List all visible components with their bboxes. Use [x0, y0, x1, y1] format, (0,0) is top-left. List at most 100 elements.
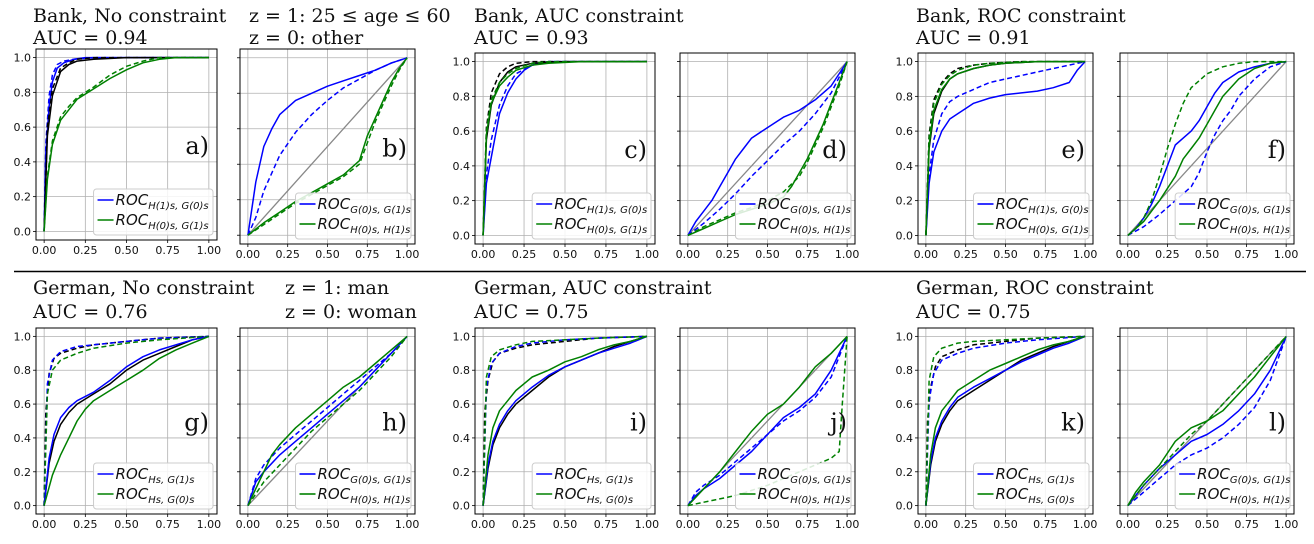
x-tick-label: 0.75	[155, 518, 180, 531]
legend-entry: ROCH(0)s, H(1)s	[758, 485, 851, 506]
auc-german-auc-constraint: AUC = 0.75	[473, 301, 589, 323]
y-tick-label: 0.8	[896, 364, 914, 377]
x-tick-label: 0.75	[355, 248, 380, 261]
y-tick-label: 1.0	[453, 56, 471, 69]
x-tick-label: 0.50	[114, 518, 139, 531]
panel-label: k)	[1061, 408, 1085, 436]
legend-entry: ROCH(1)s, G(0)s	[554, 195, 647, 216]
series-line-green-dashed	[925, 335, 1086, 506]
y-tick-label: 0.4	[453, 432, 471, 445]
series-line-black-solid	[43, 335, 210, 506]
series-line-green-solid	[925, 60, 1086, 236]
panel-label: c)	[624, 136, 647, 164]
x-tick-label: 0.50	[993, 248, 1018, 261]
panel-label: l)	[1269, 408, 1286, 436]
series-line-green-dashed	[43, 56, 209, 232]
panel-j: 0.00 0.25 0.50 0.75 1.00 j) ROCG(0)s, G(1)sROC…	[676, 327, 860, 531]
panel-label: g)	[184, 408, 209, 436]
series-line-green-dashed	[247, 57, 408, 236]
y-tick-label: 0.4	[896, 160, 914, 173]
x-tick-label: 1.00	[1073, 248, 1098, 261]
x-tick-label: 1.00	[835, 518, 860, 531]
title-bank-roc-constraint: Bank, ROC constraint	[916, 5, 1126, 27]
x-tick-label: 0.25	[275, 248, 300, 261]
panel-label: h)	[382, 408, 407, 436]
x-tick-label: 0.75	[1234, 248, 1259, 261]
series-line-blue-solid	[925, 335, 1086, 506]
x-tick-label: 0.75	[795, 518, 820, 531]
title-german-no-constraint: German, No constraint	[33, 277, 255, 299]
legend-box	[1174, 192, 1291, 240]
y-tick-label: 0.0	[453, 500, 471, 513]
x-tick-label: 0.25	[275, 518, 300, 531]
legend-entry: ROCG(0)s, G(1)s	[758, 465, 851, 486]
y-tick-label: 1.0	[453, 330, 471, 343]
y-tick-label: 0.8	[453, 90, 471, 103]
x-tick-label: 0.25	[1155, 248, 1180, 261]
x-tick-label: 0.00	[471, 248, 496, 261]
y-tick-label: 1.0	[896, 56, 914, 69]
series-line-black-dashed	[925, 335, 1086, 506]
legend-entry: ROCHs, G(1)s	[116, 465, 195, 486]
axes-frame	[35, 327, 218, 515]
panel-label: d)	[822, 136, 847, 164]
series-line-gray-solid	[247, 57, 408, 236]
legend-entry: ROCHs, G(1)s	[996, 465, 1075, 486]
legend-entry: ROCH(0)s, H(1)s	[1197, 215, 1290, 236]
series-line-green-dashed	[687, 61, 848, 237]
legend-entry: ROCH(1)s, G(0)s	[996, 195, 1089, 216]
y-tick-label: 0.0	[896, 500, 914, 513]
x-tick-label: 0.50	[1195, 518, 1220, 531]
series-line-blue-solid	[687, 61, 848, 236]
axes-frame	[917, 327, 1094, 515]
x-tick-label: 0.00	[1116, 518, 1141, 531]
x-tick-label: 0.00	[914, 248, 939, 261]
panels: 0.00 0.25 0.50 0.75 1.00 0.0 0.2 0.4 0.6 0.8 1.0 a)…	[14, 48, 1298, 531]
panel-a: 0.00 0.25 0.50 0.75 1.00 0.0 0.2 0.4 0.6 0.8 1.0 a)…	[14, 48, 221, 257]
series-line-black-dashed	[925, 60, 1086, 236]
series-line-blue-dashed	[687, 61, 848, 236]
axes-frame	[239, 48, 416, 245]
y-tick-label: 0.2	[896, 195, 914, 208]
legend-box	[973, 192, 1090, 240]
legend-box	[93, 188, 214, 236]
series-line-blue-dashed	[925, 335, 1086, 506]
x-tick-label: 1.00	[197, 518, 222, 531]
x-tick-label: 0.75	[795, 248, 820, 261]
series-line-green-dashed	[247, 335, 408, 507]
legend-entry: ROCHs, G(0)s	[996, 485, 1075, 506]
series-line-green-dashed	[1127, 60, 1287, 236]
legend-box	[973, 462, 1090, 510]
panel-label: i)	[630, 408, 647, 436]
panel-label: j)	[827, 408, 847, 436]
x-tick-label: 0.50	[315, 518, 340, 531]
axes-frame	[679, 52, 856, 245]
y-tick-label: 0.6	[896, 125, 914, 138]
x-tick-label: 0.50	[553, 248, 578, 261]
panel-label: b)	[382, 134, 407, 162]
series-line-green-solid	[687, 335, 848, 507]
axes-frame	[679, 327, 856, 515]
legend-box	[93, 462, 214, 510]
legend-box	[735, 462, 852, 510]
legend-entry: ROCH(0)s, G(1)s	[116, 211, 209, 232]
axes-frame	[474, 327, 656, 515]
legend-entry: ROCH(0)s, G(1)s	[996, 215, 1089, 236]
legend-entry: ROCG(0)s, G(1)s	[318, 195, 411, 216]
series-line-blue-dashed	[925, 60, 1086, 236]
series-line-green-dashed	[1127, 335, 1287, 507]
series-line-blue-solid	[247, 57, 408, 236]
y-tick-label: 0.2	[453, 466, 471, 479]
x-tick-label: 1.00	[635, 248, 660, 261]
x-tick-label: 0.50	[755, 248, 780, 261]
y-tick-label: 0.8	[14, 86, 32, 99]
series-line-black-solid	[482, 335, 648, 506]
panel-label: f)	[1268, 136, 1286, 164]
y-tick-label: 1.0	[896, 330, 914, 343]
x-tick-label: 0.00	[676, 248, 701, 261]
y-tick-label: 0.2	[14, 191, 32, 204]
x-tick-label: 0.50	[1195, 248, 1220, 261]
x-tick-label: 1.00	[1073, 518, 1098, 531]
x-tick-label: 0.25	[953, 518, 978, 531]
